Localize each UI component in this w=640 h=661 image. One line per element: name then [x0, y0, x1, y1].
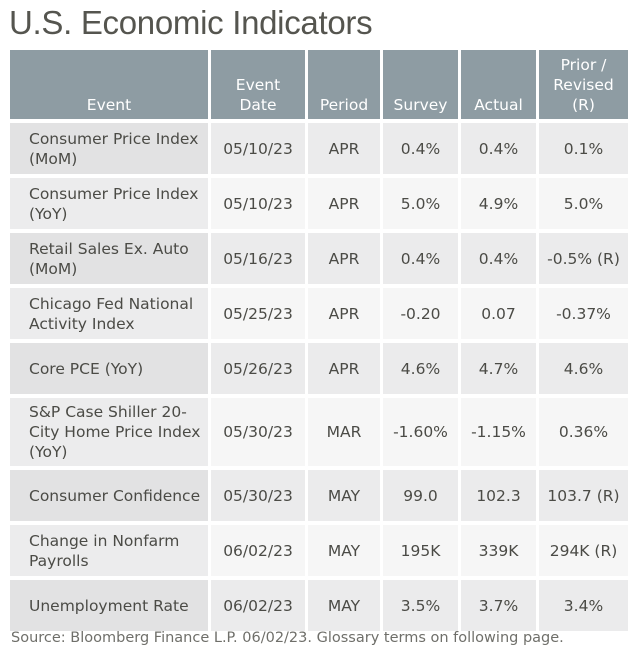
event-name-line: Chicago Fed National: [29, 294, 194, 313]
cell-actual: 4.7%: [461, 343, 536, 394]
header-event: Event: [10, 50, 208, 119]
cell-actual: 339K: [461, 525, 536, 576]
event-name-line: (YoY): [29, 443, 68, 461]
table-row: S&P Case Shiller 20- City Home Price Inde…: [10, 398, 628, 466]
table-header-row: Event Event Date Period Survey Actual Pri…: [10, 50, 628, 119]
cell-period: MAY: [308, 525, 380, 576]
table-row: Retail Sales Ex. Auto (MoM) 05/16/23 APR 0.4…: [10, 233, 628, 284]
event-name-line: Payrolls: [29, 551, 89, 570]
cell-period: APR: [308, 233, 380, 284]
cell-survey: 99.0: [383, 470, 458, 521]
cell-event-date: 05/26/23: [211, 343, 305, 394]
cell-prior-revised: 5.0%: [539, 178, 628, 229]
event-name-line: Change in Nonfarm: [29, 531, 180, 550]
cell-survey: 3.5%: [383, 580, 458, 631]
header-period: Period: [308, 50, 380, 119]
cell-event-date: 05/10/23: [211, 178, 305, 229]
event-name-line: Consumer Price Index: [29, 184, 199, 203]
cell-survey: -1.60%: [383, 398, 458, 466]
header-event-date: Event Date: [211, 50, 305, 119]
header-period-label: Period: [319, 96, 369, 114]
cell-event: Retail Sales Ex. Auto (MoM): [10, 233, 208, 284]
cell-event: Unemployment Rate: [10, 580, 208, 631]
cell-event-date: 05/10/23: [211, 123, 305, 174]
event-name-line: (MoM): [29, 149, 78, 168]
cell-survey: 195K: [383, 525, 458, 576]
page-title: U.S. Economic Indicators: [9, 4, 373, 41]
cell-prior-revised: 4.6%: [539, 343, 628, 394]
cell-actual: -1.15%: [461, 398, 536, 466]
event-name-line: Consumer Confidence: [29, 486, 201, 505]
cell-actual: 4.9%: [461, 178, 536, 229]
event-name-line: (YoY): [29, 204, 68, 223]
cell-event-date: 05/30/23: [211, 398, 305, 466]
event-name-line: (MoM): [29, 259, 78, 278]
economic-indicators-table: Event Event Date Period Survey Actual Pri…: [7, 46, 631, 635]
cell-event: Consumer Confidence: [10, 470, 208, 521]
cell-period: APR: [308, 178, 380, 229]
table-row: Consumer Confidence 05/30/23 MAY 99.0 102.3 1…: [10, 470, 628, 521]
event-name-line: City Home Price Index: [29, 423, 201, 441]
header-prior-line2: Revised: [553, 76, 614, 94]
cell-prior-revised: 0.36%: [539, 398, 628, 466]
cell-survey: -0.20: [383, 288, 458, 339]
header-prior-line1: Prior /: [560, 56, 607, 74]
cell-actual: 0.07: [461, 288, 536, 339]
table-row: Consumer Price Index (MoM) 05/10/23 APR 0.4%…: [10, 123, 628, 174]
cell-period: MAY: [308, 580, 380, 631]
cell-survey: 0.4%: [383, 123, 458, 174]
header-event-label: Event: [86, 96, 132, 114]
cell-survey: 0.4%: [383, 233, 458, 284]
table-row: Core PCE (YoY) 05/26/23 APR 4.6% 4.7% 4.6%: [10, 343, 628, 394]
cell-event: Core PCE (YoY): [10, 343, 208, 394]
header-actual: Actual: [461, 50, 536, 119]
cell-event: Consumer Price Index (MoM): [10, 123, 208, 174]
header-event-date-line2: Date: [239, 96, 277, 114]
cell-event-date: 06/02/23: [211, 525, 305, 576]
event-name-line: Unemployment Rate: [29, 596, 189, 615]
event-name-line: S&P Case Shiller 20-: [29, 403, 187, 421]
table-row: Unemployment Rate 06/02/23 MAY 3.5% 3.7% 3.4%: [10, 580, 628, 631]
table-row: Chicago Fed National Activity Index 05/25/…: [10, 288, 628, 339]
cell-event: S&P Case Shiller 20- City Home Price Inde…: [10, 398, 208, 466]
cell-event: Change in Nonfarm Payrolls: [10, 525, 208, 576]
cell-prior-revised: -0.5% (R): [539, 233, 628, 284]
cell-event-date: 06/02/23: [211, 580, 305, 631]
cell-period: MAR: [308, 398, 380, 466]
header-survey-label: Survey: [393, 96, 448, 114]
header-event-date-line1: Event: [235, 76, 281, 94]
header-survey: Survey: [383, 50, 458, 119]
event-name-line: Activity Index: [29, 314, 135, 333]
cell-actual: 0.4%: [461, 233, 536, 284]
cell-survey: 5.0%: [383, 178, 458, 229]
header-actual-label: Actual: [474, 96, 523, 114]
event-name-line: Core PCE (YoY): [29, 359, 144, 378]
source-footnote: Source: Bloomberg Finance L.P. 06/02/23.…: [11, 630, 564, 646]
cell-actual: 102.3: [461, 470, 536, 521]
cell-prior-revised: 0.1%: [539, 123, 628, 174]
cell-period: MAY: [308, 470, 380, 521]
cell-event-date: 05/16/23: [211, 233, 305, 284]
cell-period: APR: [308, 343, 380, 394]
cell-event-date: 05/30/23: [211, 470, 305, 521]
cell-actual: 3.7%: [461, 580, 536, 631]
header-prior-line3: (R): [572, 96, 595, 114]
cell-actual: 0.4%: [461, 123, 536, 174]
cell-survey: 4.6%: [383, 343, 458, 394]
cell-prior-revised: 103.7 (R): [539, 470, 628, 521]
cell-prior-revised: 294K (R): [539, 525, 628, 576]
cell-period: APR: [308, 123, 380, 174]
cell-prior-revised: -0.37%: [539, 288, 628, 339]
cell-prior-revised: 3.4%: [539, 580, 628, 631]
cell-event: Chicago Fed National Activity Index: [10, 288, 208, 339]
cell-event: Consumer Price Index (YoY): [10, 178, 208, 229]
header-prior-revised: Prior / Revised (R): [539, 50, 628, 119]
event-name-line: Consumer Price Index: [29, 129, 199, 148]
table-row: Change in Nonfarm Payrolls 06/02/23 MAY 195K…: [10, 525, 628, 576]
cell-period: APR: [308, 288, 380, 339]
event-name-line: Retail Sales Ex. Auto: [29, 239, 189, 258]
table-row: Consumer Price Index (YoY) 05/10/23 APR 5.0%…: [10, 178, 628, 229]
cell-event-date: 05/25/23: [211, 288, 305, 339]
